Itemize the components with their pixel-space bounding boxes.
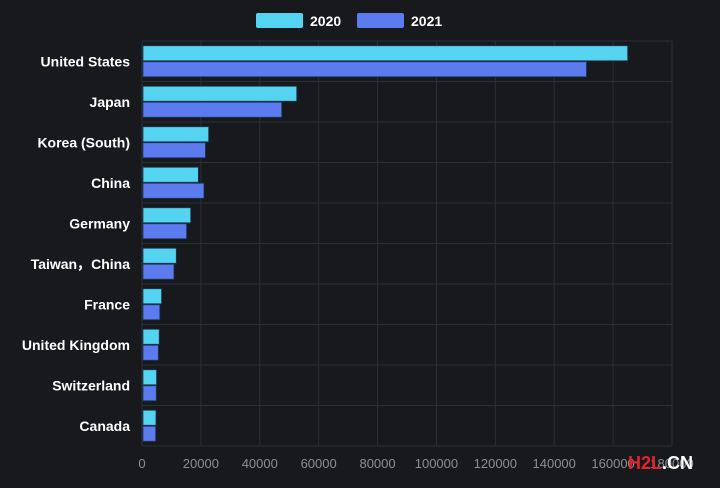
x-tick-label: 140000 <box>533 456 576 471</box>
legend-label-2021: 2021 <box>411 13 442 29</box>
bar-2020 <box>142 126 210 143</box>
legend: 2020 2021 <box>256 13 442 29</box>
x-tick-label: 60000 <box>301 456 337 471</box>
x-tick-label: 120000 <box>474 456 517 471</box>
bar-2020 <box>142 247 177 264</box>
bar-2021 <box>142 304 161 321</box>
bar-2021 <box>142 182 205 199</box>
bar-2020 <box>142 207 192 224</box>
bar-2020 <box>142 288 162 305</box>
category-label: France <box>84 296 130 312</box>
svg-text:H2L.CN: H2L.CN <box>628 453 693 473</box>
bar-2021 <box>142 142 206 159</box>
bar-2021 <box>142 385 157 402</box>
category-label: Germany <box>69 215 130 231</box>
category-label: Japan <box>90 94 130 110</box>
category-label: Canada <box>79 418 130 434</box>
category-label: Switzerland <box>52 377 130 393</box>
x-tick-label: 160000 <box>591 456 634 471</box>
watermark-red: H2L <box>628 453 662 473</box>
bar-2021 <box>142 223 187 240</box>
bar-2020 <box>142 45 629 62</box>
bar-2020 <box>142 166 199 183</box>
bar-2021 <box>142 101 283 118</box>
legend-swatch-2021 <box>357 13 404 28</box>
bar-2021 <box>142 61 587 78</box>
x-tick-label: 40000 <box>242 456 278 471</box>
x-tick-label: 180000 <box>650 456 693 471</box>
bar-2021 <box>142 425 157 442</box>
bar-2020 <box>142 409 157 426</box>
bars <box>142 45 629 442</box>
category-label: United Kingdom <box>22 337 130 353</box>
x-tick-label: 20000 <box>183 456 219 471</box>
x-tick-label: 80000 <box>359 456 395 471</box>
x-tick-label: 0 <box>138 456 145 471</box>
grid-lines <box>141 40 673 447</box>
x-tick-labels: 0 20000 40000 60000 80000 100000 120000 140000 1… <box>138 456 693 471</box>
legend-label-2020: 2020 <box>310 13 341 29</box>
watermark: H2L.CN <box>628 453 693 473</box>
category-label: Korea (South) <box>37 134 130 150</box>
x-tick-label: 100000 <box>415 456 458 471</box>
category-label: China <box>91 175 130 191</box>
bar-2020 <box>142 85 298 102</box>
bar-2021 <box>142 263 175 280</box>
watermark-white: .CN <box>662 453 693 473</box>
bar-2020 <box>142 369 157 386</box>
category-label: Taiwan，China <box>31 256 131 272</box>
legend-swatch-2020 <box>256 13 303 28</box>
category-labels: United States Japan Korea (South) China Germ… <box>22 53 130 434</box>
bar-2020 <box>142 328 160 345</box>
category-label: United States <box>41 53 131 69</box>
bar-2021 <box>142 344 159 361</box>
